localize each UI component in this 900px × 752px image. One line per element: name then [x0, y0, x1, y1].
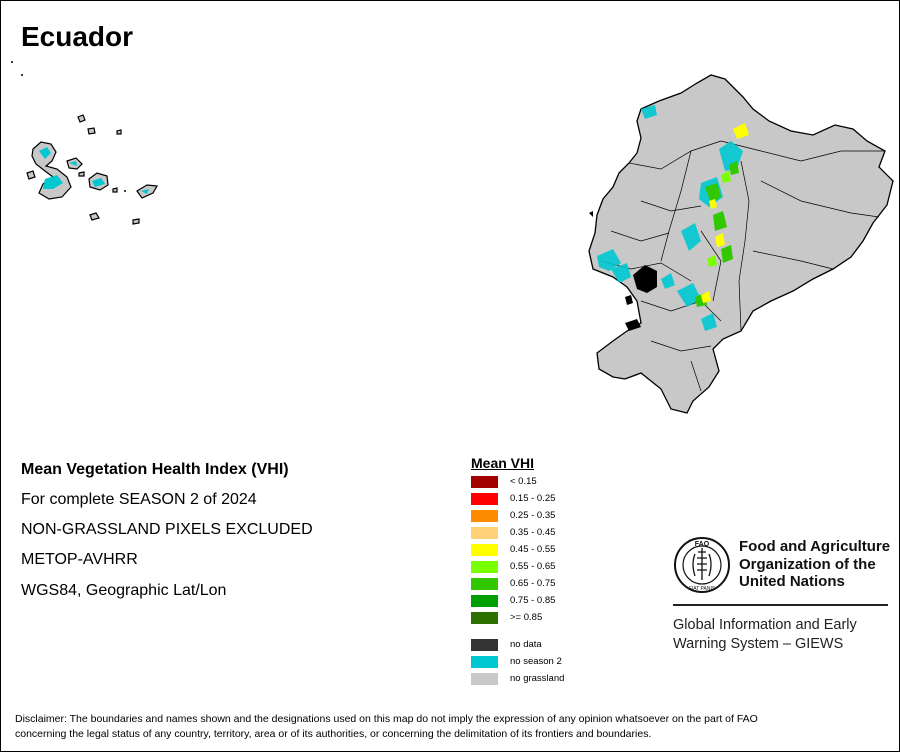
- giews-name-line: Global Information and Early: [673, 617, 857, 633]
- info-exclusion-line: NON-GRASSLAND PIXELS EXCLUDED: [21, 521, 313, 538]
- legend-swatch: [471, 527, 498, 539]
- legend-swatch: [471, 544, 498, 556]
- santa-fe-island: [112, 187, 118, 193]
- giews-name-line: Warning System – GIEWS: [673, 636, 844, 652]
- fao-emblem-bottom-text: FIAT PANIS: [689, 586, 716, 592]
- legend-label: >= 0.85: [510, 612, 543, 623]
- map-title: Ecuador: [21, 21, 134, 52]
- legend-swatch: [471, 578, 498, 590]
- vhi-light-green-areas: [707, 171, 731, 267]
- fao-emblem-top-text: FAO: [695, 541, 710, 548]
- marchena-island: [77, 114, 86, 123]
- fernandina-island: [26, 170, 36, 180]
- legend-title: Mean VHI: [471, 455, 535, 471]
- genovesa-island: [116, 129, 122, 135]
- disclaimer: Disclaimer: The boundaries and names sho…: [15, 712, 887, 742]
- legend-label: 0.15 - 0.25: [510, 493, 556, 504]
- legend-swatch: [471, 639, 498, 651]
- legend-label: 0.75 - 0.85: [510, 595, 556, 606]
- legend-swatch: [471, 595, 498, 607]
- legend-label: 0.55 - 0.65: [510, 561, 556, 572]
- legend-label: < 0.15: [510, 476, 537, 487]
- info-season-line: For complete SEASON 2 of 2024: [21, 491, 257, 508]
- disclaimer-line: Disclaimer: The boundaries and names sho…: [15, 713, 758, 725]
- legend-label: 0.65 - 0.75: [510, 578, 556, 589]
- fao-name-line: United Nations: [739, 573, 845, 590]
- fao-divider: [673, 604, 888, 606]
- fao-logo-icon: FAO FIAT PANIS: [674, 537, 730, 593]
- info-sensor-line: METOP-AVHRR: [21, 551, 138, 568]
- vhi-yellow-areas: [701, 123, 749, 303]
- disclaimer-line: concerning the legal status of any count…: [15, 728, 652, 740]
- fao-name-line: Organization of the: [739, 555, 876, 573]
- vhi-no-data-areas: [589, 211, 657, 331]
- espanola-island: [132, 218, 140, 225]
- legend-swatch: [471, 510, 498, 522]
- legend-swatch: [471, 612, 498, 624]
- legend-label: no grassland: [510, 673, 565, 684]
- galapagos-islands: [26, 114, 158, 225]
- legend-label: 0.25 - 0.35: [510, 510, 556, 521]
- legend-swatch: [471, 493, 498, 505]
- legend-label: 0.45 - 0.55: [510, 544, 556, 555]
- legend-swatch: [471, 476, 498, 488]
- info-projection-line: WGS84, Geographic Lat/Lon: [21, 582, 227, 599]
- fao-name-line: Food and Agriculture: [739, 538, 891, 555]
- vhi-green-areas: [695, 161, 739, 307]
- legend-label: no data: [510, 639, 542, 650]
- galapagos-islets: [11, 61, 126, 192]
- galapagos-no-season-patches: [39, 147, 149, 194]
- legend-label: no season 2: [510, 656, 562, 667]
- fao-organization-name: Food and Agriculture Organization of the…: [739, 538, 890, 591]
- legend-swatch: [471, 656, 498, 668]
- rabida-island: [78, 171, 85, 177]
- pinta-island: [87, 127, 96, 135]
- legend-swatch: [471, 673, 498, 685]
- legend-swatch: [471, 561, 498, 573]
- floreana-island: [89, 212, 100, 221]
- legend-label: 0.35 - 0.45: [510, 527, 556, 538]
- giews-name: Global Information and Early Warning Sys…: [673, 616, 857, 654]
- info-heading: Mean Vegetation Health Index (VHI): [21, 461, 289, 478]
- isabela-island: [31, 141, 72, 200]
